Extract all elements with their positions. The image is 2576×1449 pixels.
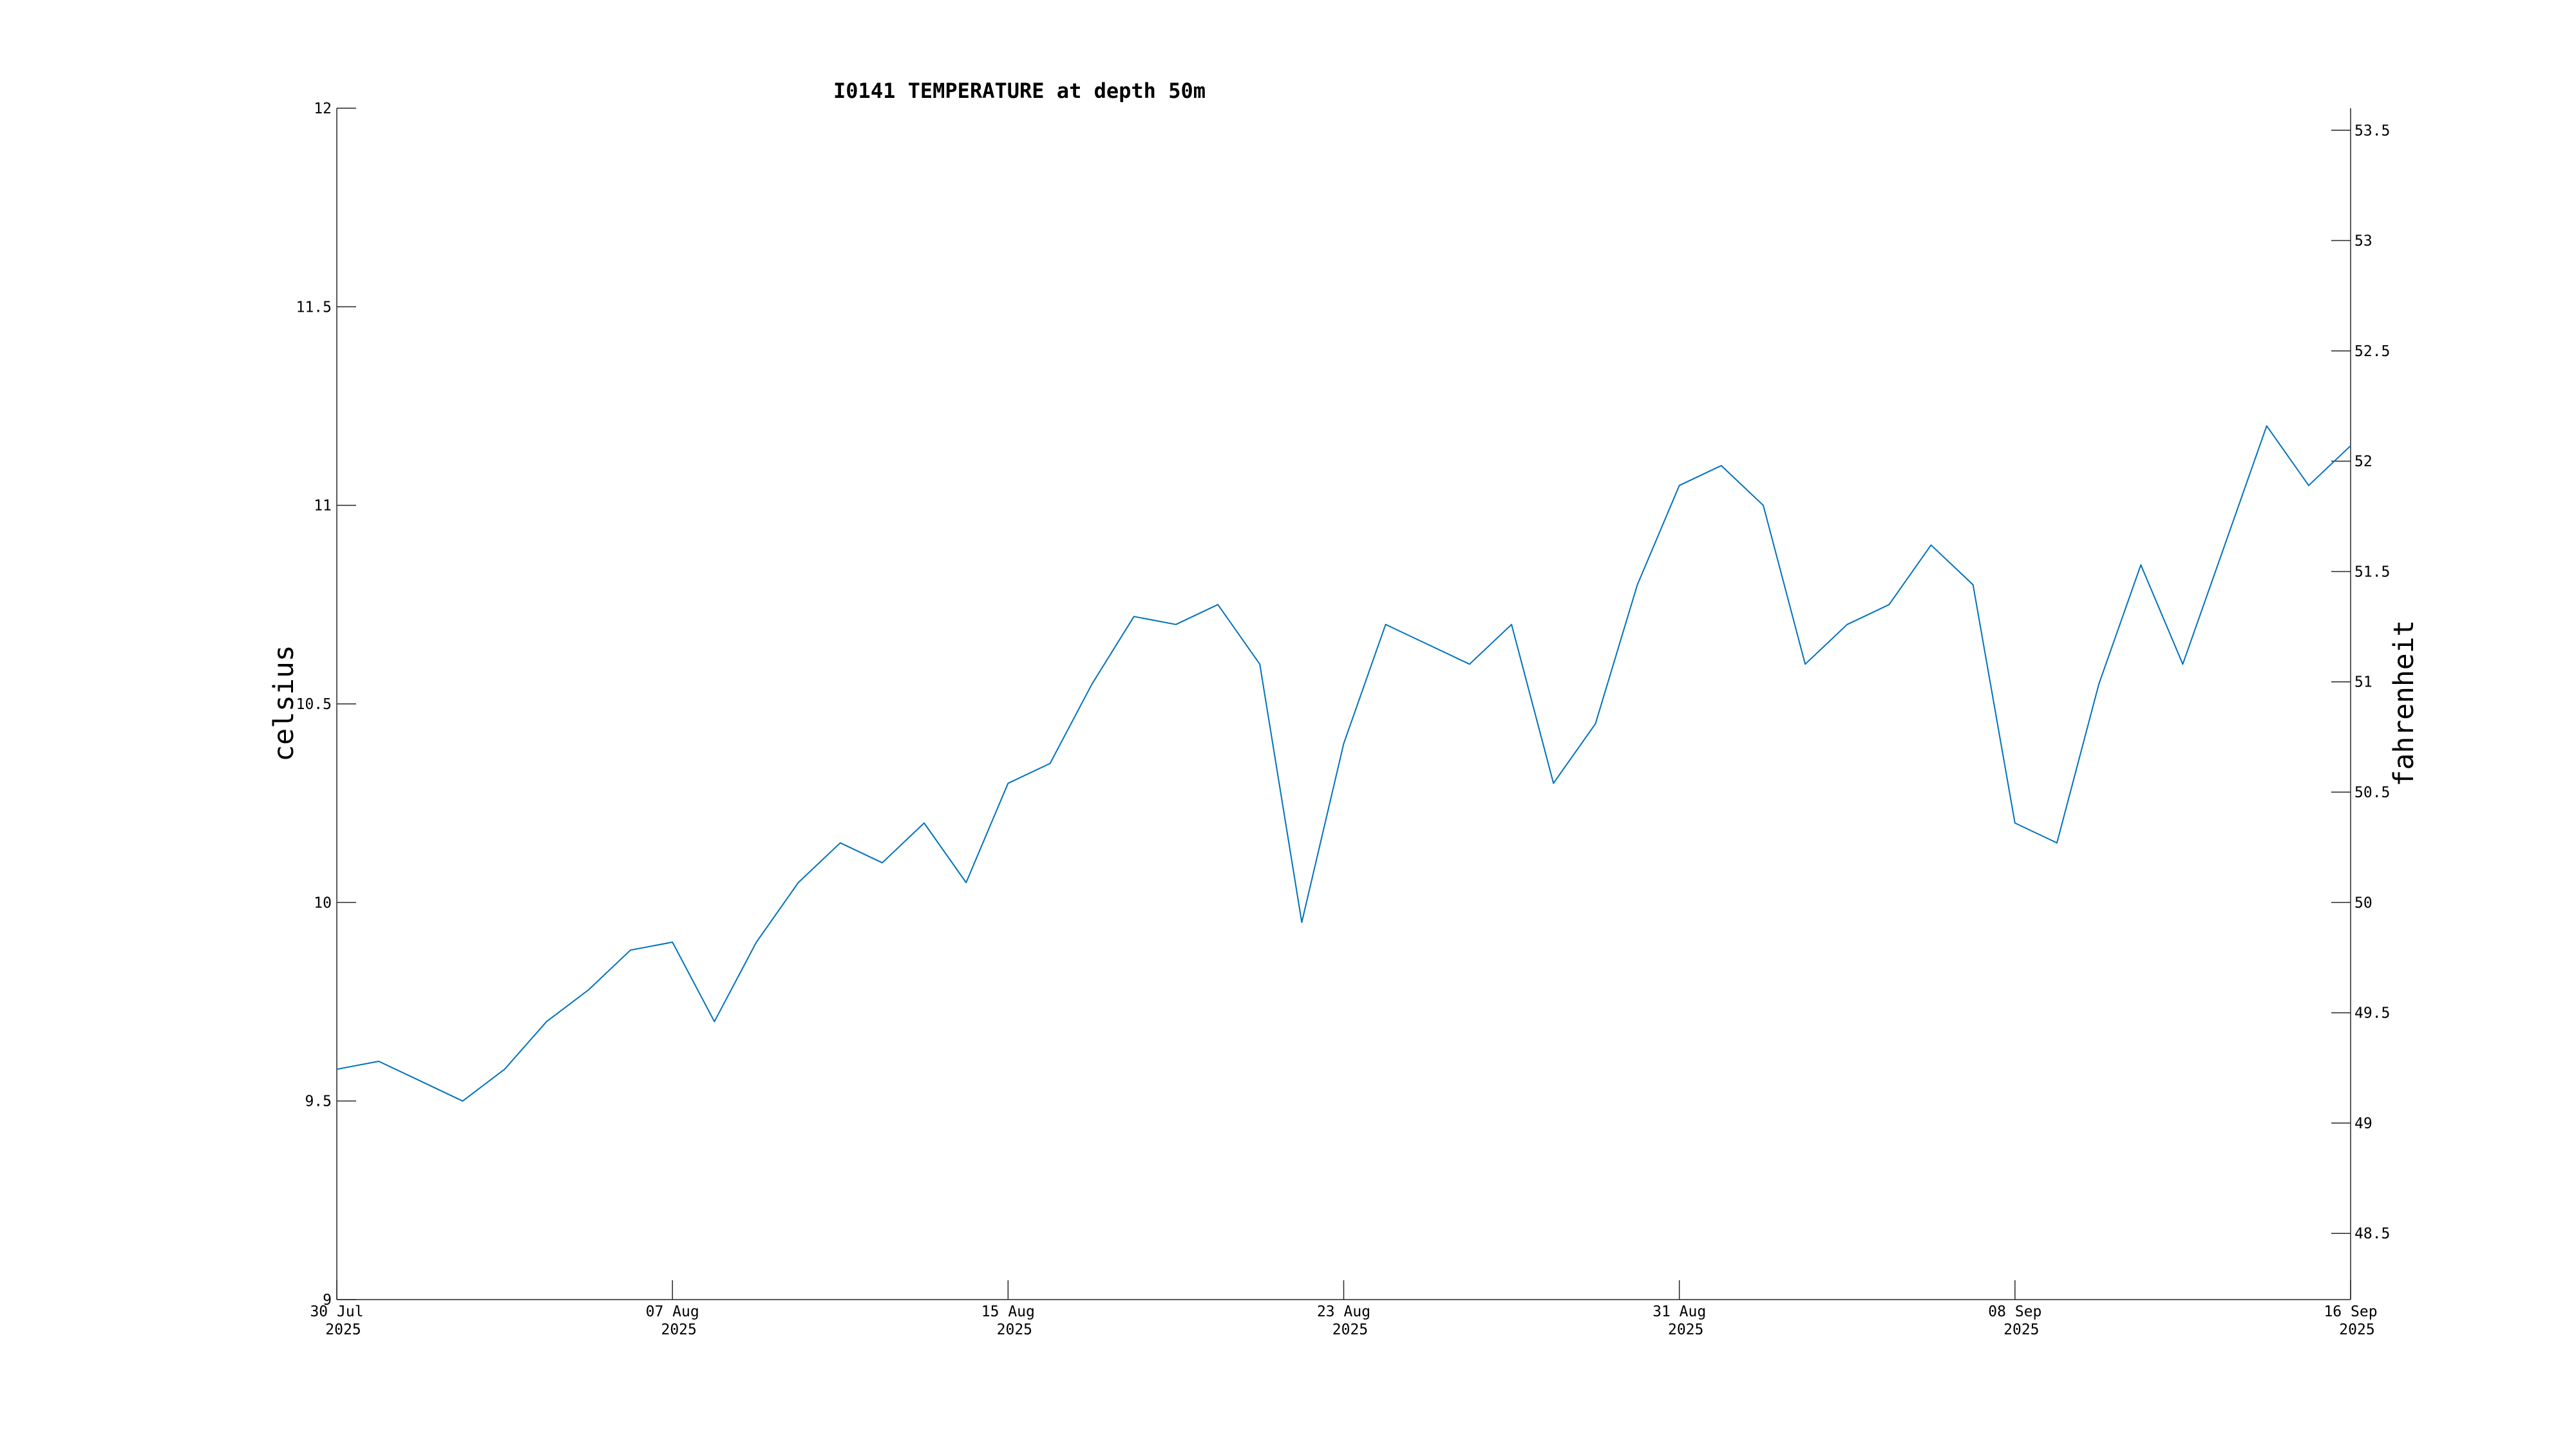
x-tick-year-label: 2025 (1332, 1321, 1368, 1338)
y-tick-label: 12 (314, 100, 332, 117)
y2-tick-label: 52.5 (2354, 343, 2390, 360)
x-tick-label: 07 Aug (646, 1303, 699, 1320)
y-tick-label: 11 (314, 498, 332, 515)
y-tick-label: 10 (314, 895, 332, 911)
y2-tick-label: 53 (2354, 233, 2372, 250)
x-tick-year-label: 2025 (661, 1321, 696, 1338)
y-tick-label: 11.5 (296, 299, 332, 316)
x-tick-year-label: 2025 (2339, 1321, 2374, 1338)
y-tick-label: 9.5 (305, 1094, 332, 1110)
x-tick-label: 08 Sep (1988, 1303, 2041, 1320)
y2-tick-label: 49 (2354, 1115, 2372, 1132)
x-tick-label: 31 Aug (1653, 1303, 1706, 1320)
series-group (336, 425, 2351, 1102)
x-tick-label: 30 Jul (310, 1303, 363, 1320)
y2-tick-label: 51 (2354, 674, 2372, 691)
y2-axis-label: fahrenheit (2388, 620, 2420, 787)
y2-tick-label: 51.5 (2354, 564, 2390, 580)
y-tick-label: 9 (323, 1292, 332, 1309)
series-line-1 (336, 425, 2351, 1102)
y2-tick-label: 48.5 (2354, 1226, 2390, 1242)
ticks: 9 9.5 10 10.5 11 11.5 12 48.5 49 49.5 50 50.5 51 51.5… (296, 100, 2391, 1338)
axes (336, 108, 2351, 1300)
y-tick-label: 10.5 (296, 696, 332, 713)
x-tick-year-label: 2025 (997, 1321, 1032, 1338)
x-tick-label: 23 Aug (1317, 1303, 1370, 1320)
y2-tick-label: 50 (2354, 895, 2372, 911)
x-tick-label: 16 Sep (2324, 1303, 2377, 1320)
chart-title: I0141 TEMPERATURE at depth 50m (833, 79, 1206, 103)
x-tick-year-label: 2025 (325, 1321, 361, 1338)
y2-tick-label: 50.5 (2354, 784, 2390, 801)
y2-tick-label: 52 (2354, 453, 2372, 470)
x-tick-year-label: 2025 (1668, 1321, 1703, 1338)
x-tick-label: 15 Aug (981, 1303, 1035, 1320)
y2-tick-label: 53.5 (2354, 122, 2390, 139)
x-tick-year-label: 2025 (2003, 1321, 2039, 1338)
y2-tick-label: 49.5 (2354, 1005, 2390, 1022)
y-axis-label: celsius (268, 645, 300, 761)
